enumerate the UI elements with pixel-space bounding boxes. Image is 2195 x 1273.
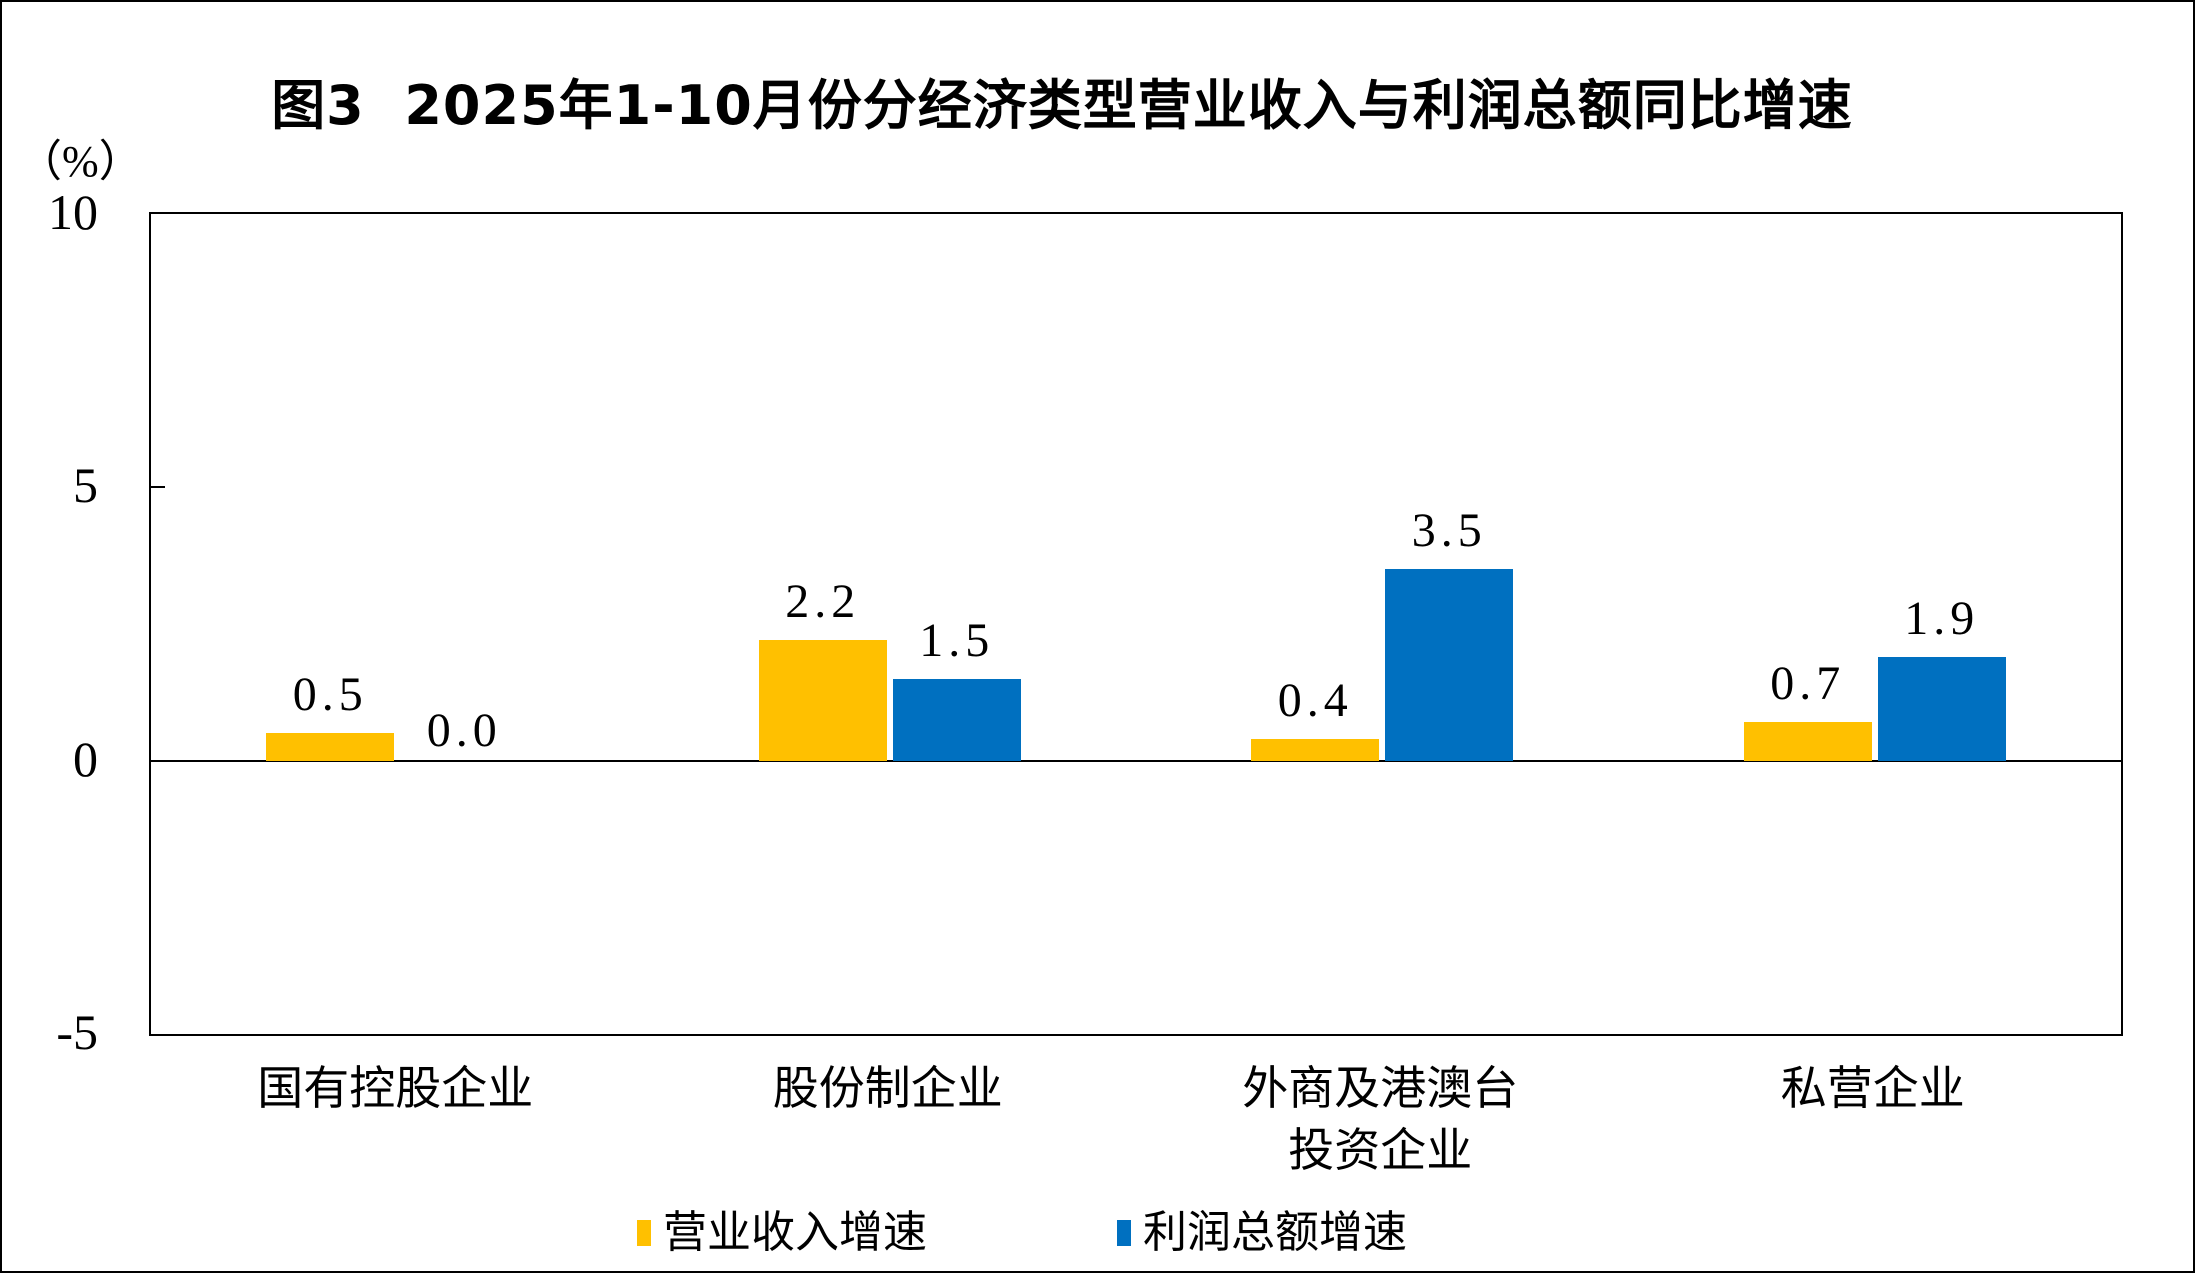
data-label: 2.2 xyxy=(785,575,861,629)
legend-label: 营业收入增速 xyxy=(663,1208,927,1257)
category-label-line: 国有控股企业 xyxy=(257,1063,534,1114)
y-axis-tick-mark xyxy=(151,486,165,489)
data-label: 0.5 xyxy=(292,668,368,722)
category-label-line: 私营企业 xyxy=(1780,1063,1965,1114)
plot-area: 0.5 2.2 0.4 0.7 0.0 1.5 3.5 1.9 xyxy=(149,212,2123,1036)
data-label: 1.9 xyxy=(1904,591,1980,645)
legend-swatch-icon xyxy=(1117,1220,1131,1246)
bar-利润总额增速-股份制企业 xyxy=(892,678,1021,761)
category-label-line: 股份制企业 xyxy=(772,1063,1003,1114)
data-label: 0.4 xyxy=(1277,673,1353,727)
bar-营业收入增速-私营企业 xyxy=(1743,722,1872,761)
category-label: 外商及港澳台 投资企业 xyxy=(1120,1058,1640,1182)
legend-swatch-icon xyxy=(637,1220,651,1246)
y-axis-tick-label: 5 xyxy=(73,457,98,514)
bar-利润总额增速-外商及港澳台 xyxy=(1385,569,1514,761)
bar-利润总额增速-私营企业 xyxy=(1877,656,2006,761)
legend: 营业收入增速 利润总额增速 xyxy=(2,1202,2042,1264)
legend-label: 利润总额增速 xyxy=(1143,1208,1407,1257)
bar-营业收入增速-国有控股企业 xyxy=(266,733,395,761)
category-label-line: 外商及港澳台 xyxy=(1242,1063,1519,1114)
data-label: 3.5 xyxy=(1411,504,1487,558)
y-axis-tick-label: -5 xyxy=(56,1004,98,1060)
chart-title: 图3 2025年1-10月份分经济类型营业收入与利润总额同比增速 xyxy=(271,74,1853,137)
category-label-line: 投资企业 xyxy=(1288,1125,1473,1176)
category-label: 私营企业 xyxy=(1613,1058,2133,1120)
y-axis-tick-label: 10 xyxy=(48,184,98,240)
y-axis-unit-label: （%） xyxy=(18,137,143,186)
zero-baseline xyxy=(151,759,2121,762)
category-label: 股份制企业 xyxy=(628,1058,1148,1120)
y-axis-tick-label: 0 xyxy=(73,730,98,787)
legend-item: 营业收入增速 xyxy=(637,1207,927,1259)
data-label: 0.0 xyxy=(426,703,502,757)
data-label: 1.5 xyxy=(919,613,995,667)
legend-item: 利润总额增速 xyxy=(1117,1207,1407,1259)
bar-营业收入增速-股份制企业 xyxy=(758,640,887,761)
bar-营业收入增速-外商及港澳台 xyxy=(1251,738,1380,761)
category-label: 国有控股企业 xyxy=(135,1058,655,1120)
data-label: 0.7 xyxy=(1770,657,1846,711)
